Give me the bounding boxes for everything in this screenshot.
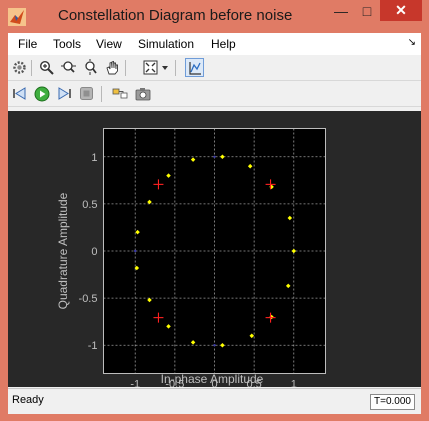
signal-point [247,163,253,169]
status-bar: Ready T=0.000 [8,388,421,414]
signal-point [166,173,171,178]
toolbar-separator [175,60,176,76]
plot-area: -1 -0.5 0 0.5 1 -1 -0.5 0 0.5 1 In-phase Amplitud… [8,111,421,391]
client-area: File Tools View Simulation Help ↘ [8,33,421,414]
axes-frame [103,128,326,374]
faint-trace-point [213,344,216,347]
reference-point [153,312,164,323]
simulation-time: T=0.000 [370,394,415,410]
snapshot-icon[interactable] [134,85,151,102]
highlight-block-icon[interactable] [111,85,128,102]
y-tick-label: 1 [91,152,97,164]
reference-point [153,179,164,190]
menu-view[interactable]: View [96,37,122,51]
toolbar-separator [31,60,32,76]
menu-file[interactable]: File [18,37,38,51]
y-tick-label: -1 [88,340,98,352]
y-tick-label: 0.5 [82,199,97,211]
zoom-in-icon[interactable] [38,59,55,76]
step-back-icon[interactable] [11,85,28,102]
signal-point [166,324,171,329]
reference-point [265,312,276,323]
x-tick-label: -1 [130,379,140,388]
menu-help[interactable]: Help [211,37,236,51]
matlab-app-icon[interactable] [8,8,26,26]
faint-trace-point [213,155,216,158]
constellation-plot[interactable]: -1 -0.5 0 0.5 1-1-0.500.51 In-phase Amplitud… [8,111,421,391]
menu-tools[interactable]: Tools [53,37,82,51]
toolbar-separator [125,60,126,76]
signal-point [190,340,196,345]
x-tick-label: 0 [211,379,217,388]
signal-point [220,342,225,348]
close-button[interactable]: ✕ [380,0,422,21]
x-axis-label: In-phase Amplitude [161,372,264,386]
window-title: Constellation Diagram before noise [58,7,293,24]
maximize-button[interactable]: □ [362,2,372,19]
y-tick-label: 0 [91,246,97,258]
step-forward-icon[interactable] [56,85,73,102]
toolbar-separator [101,86,102,102]
gear-icon[interactable] [11,59,28,76]
toolbar-simulation [8,82,421,107]
faint-trace-point [134,249,137,253]
zoom-x-icon[interactable] [60,59,77,76]
grid-layer [103,128,326,374]
signal-point [134,265,140,271]
x-tick-label: 1 [291,379,297,388]
signal-point [285,283,291,289]
zoom-y-icon[interactable] [82,59,99,76]
reference-point [265,179,276,190]
menu-bar: File Tools View Simulation Help ↘ [8,33,421,55]
y-axis-label: Quadrature Amplitude [56,192,70,309]
title-bar[interactable]: Constellation Diagram before noise — □ ✕ [0,0,429,34]
data-cursor-icon[interactable] [185,58,204,77]
signal-point [249,333,255,339]
dock-arrow-icon[interactable]: ↘ [407,37,416,48]
run-icon[interactable] [33,85,50,102]
minimize-button[interactable]: — [334,2,348,19]
status-text: Ready [12,394,44,406]
signal-point [147,199,152,205]
signal-point [147,297,152,303]
dropdown-arrow-icon[interactable] [160,59,170,76]
pan-hand-icon[interactable] [104,59,121,76]
toolbar-plot [8,56,421,81]
stop-icon[interactable] [78,85,95,102]
menu-simulation[interactable]: Simulation [138,37,195,51]
autoscale-icon[interactable] [142,59,159,76]
y-tick-label: -0.5 [79,293,98,305]
